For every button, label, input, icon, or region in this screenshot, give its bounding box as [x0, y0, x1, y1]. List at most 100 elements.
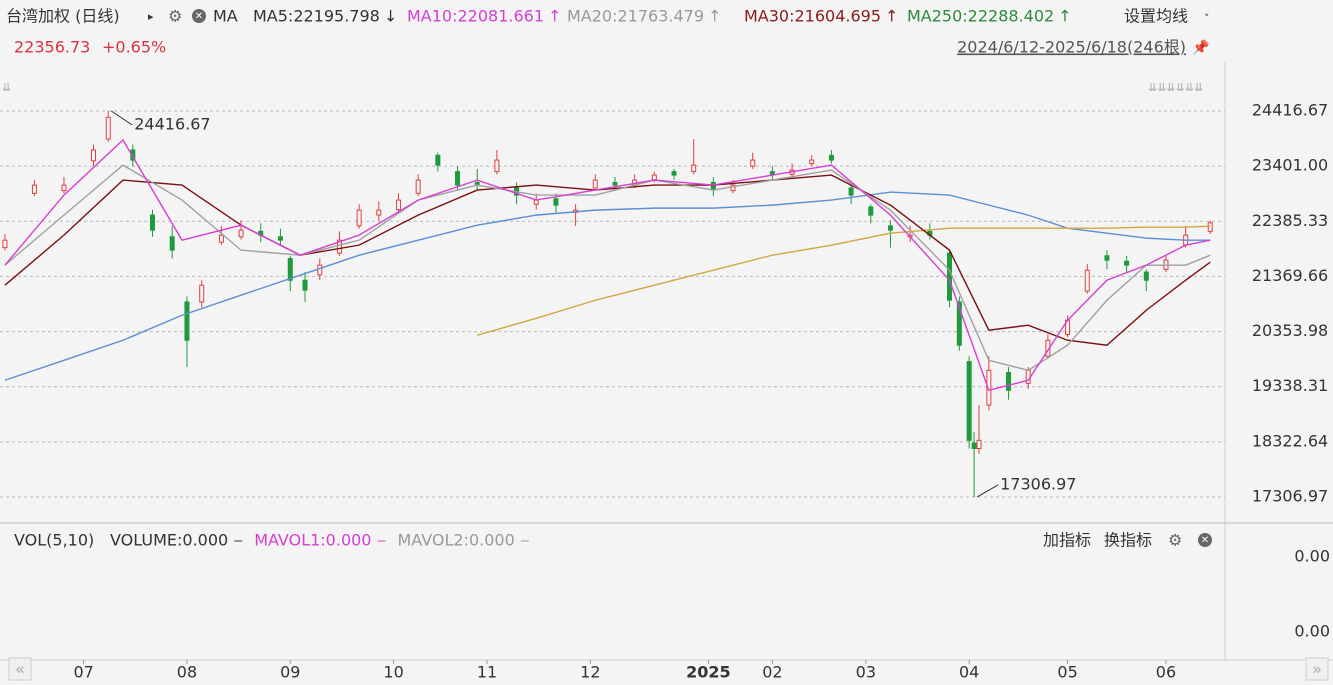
- ma-line: [4, 164, 1211, 372]
- scroll-right-icon: »: [1312, 660, 1322, 679]
- candle-body: [1104, 255, 1110, 261]
- y-tick-label: 24416.67: [1252, 101, 1328, 120]
- ma-legend-arrow: ↑: [708, 7, 721, 26]
- candle-body: [848, 187, 854, 196]
- price-change: +0.65%: [102, 38, 166, 57]
- volume-y-tick-label: 0.00: [1294, 547, 1330, 566]
- candle-body: [31, 184, 37, 194]
- candle-body: [435, 154, 441, 166]
- ma-legend-label: MA10:22081.661: [407, 7, 544, 26]
- candle-body: [671, 171, 677, 176]
- candles: [2, 111, 1213, 497]
- ma-line: [477, 225, 1211, 336]
- candle-body: [1143, 271, 1149, 281]
- candle-body: [494, 159, 500, 173]
- y-tick-label: 18322.64: [1252, 431, 1328, 450]
- expand-icon[interactable]: ▸: [148, 10, 154, 23]
- volume-y-tick-label: 0.00: [1294, 622, 1330, 641]
- x-tick-label: 03: [856, 663, 876, 682]
- scroll-right[interactable]: [1305, 657, 1329, 681]
- switch-indicator[interactable]: 换指标: [1104, 531, 1152, 550]
- x-tick-label: 07: [73, 663, 93, 682]
- candle-body: [130, 149, 136, 161]
- x-tick-label: 05: [1057, 663, 1077, 682]
- candle-body: [976, 439, 982, 450]
- pin-icon[interactable]: 📌: [1192, 38, 1210, 56]
- volume-legend: MAVOL2:0.000: [397, 531, 514, 550]
- y-tick-label: 23401.00: [1252, 156, 1328, 175]
- candle-body: [302, 279, 308, 291]
- chart-title: 台湾加权 (日线): [6, 7, 120, 26]
- candle-body: [868, 206, 874, 216]
- price: 22356.73: [14, 38, 90, 57]
- candle-body: [169, 236, 175, 251]
- candle-body: [809, 159, 815, 164]
- add-indicator[interactable]: 加指标: [1043, 531, 1091, 550]
- candle-body: [90, 149, 96, 162]
- candle-body: [971, 442, 977, 450]
- annotation-arrow: [110, 110, 133, 126]
- ma-legend-arrow: ↑: [1058, 7, 1071, 26]
- y-tick-label: 21369.66: [1252, 266, 1328, 285]
- candle-body: [356, 209, 362, 227]
- close-icon[interactable]: [192, 9, 206, 23]
- annotation-arrow: [976, 484, 999, 498]
- candle-body: [1006, 371, 1012, 391]
- candle-body: [946, 252, 952, 301]
- scroll-left[interactable]: [8, 657, 32, 681]
- x-tick-label: 10: [383, 663, 403, 682]
- candle-body: [956, 301, 962, 346]
- volume-close-icon[interactable]: [1198, 533, 1212, 547]
- candle-body: [150, 214, 156, 231]
- candle-body: [218, 234, 224, 243]
- ma-legend-arrow: ↑: [548, 7, 561, 26]
- volume-legend: VOLUME:0.000: [110, 531, 228, 550]
- x-tick-label: 11: [477, 663, 497, 682]
- x-tick-label: 09: [280, 663, 300, 682]
- x-tick-label: 12: [580, 663, 600, 682]
- candle-body: [105, 116, 111, 140]
- settings-icon[interactable]: ⚙: [168, 7, 182, 26]
- dropdown-icon[interactable]: ˅: [1204, 12, 1210, 25]
- volume-close-x: ✕: [1201, 535, 1209, 546]
- candle-body: [710, 181, 716, 191]
- candle-body: [2, 239, 8, 249]
- candle-body: [553, 198, 559, 206]
- candle-body: [376, 209, 382, 216]
- candle-body: [1084, 269, 1090, 292]
- zoom-icon[interactable]: ⇊⇊⇊⇊⇊⇊: [1148, 81, 1203, 94]
- date-range: 2024/6/12-2025/6/18(246根): [957, 38, 1186, 57]
- candle-body: [455, 171, 461, 186]
- close-icon-x: ✕: [195, 11, 203, 22]
- settings-button[interactable]: 设置均线: [1124, 7, 1188, 26]
- candle-body: [238, 229, 244, 238]
- volume-settings-icon[interactable]: ⚙: [1168, 531, 1182, 550]
- ma-legend-label: MA5:22195.798: [253, 7, 380, 26]
- candle-body: [828, 154, 834, 161]
- indicator-name: MA: [213, 7, 238, 26]
- candle-body: [317, 264, 323, 276]
- candle-body: [277, 236, 283, 241]
- y-tick-label: 19338.31: [1252, 376, 1328, 395]
- candle-body: [651, 174, 657, 181]
- ma-legend-arrow: ↑: [885, 7, 898, 26]
- candle-body: [61, 184, 67, 192]
- x-tick-label: 02: [762, 663, 782, 682]
- candle-body: [730, 184, 736, 192]
- zoom-icon[interactable]: ⇊: [2, 81, 11, 94]
- ma-legend-label: MA250:22288.402: [907, 7, 1054, 26]
- candle-body: [395, 199, 401, 211]
- candle-body: [415, 179, 421, 194]
- y-tick-label: 22385.33: [1252, 211, 1328, 230]
- y-tick-label: 17306.97: [1252, 486, 1328, 505]
- candle-body: [612, 181, 618, 186]
- candle-body: [1124, 260, 1130, 266]
- candle-body: [199, 284, 205, 303]
- candle-body: [691, 164, 697, 173]
- candle-body: [287, 257, 293, 281]
- ma-legend-label: MA30:21604.695: [744, 7, 881, 26]
- annotation-label: 24416.67: [134, 115, 210, 134]
- candle-body: [1025, 369, 1031, 384]
